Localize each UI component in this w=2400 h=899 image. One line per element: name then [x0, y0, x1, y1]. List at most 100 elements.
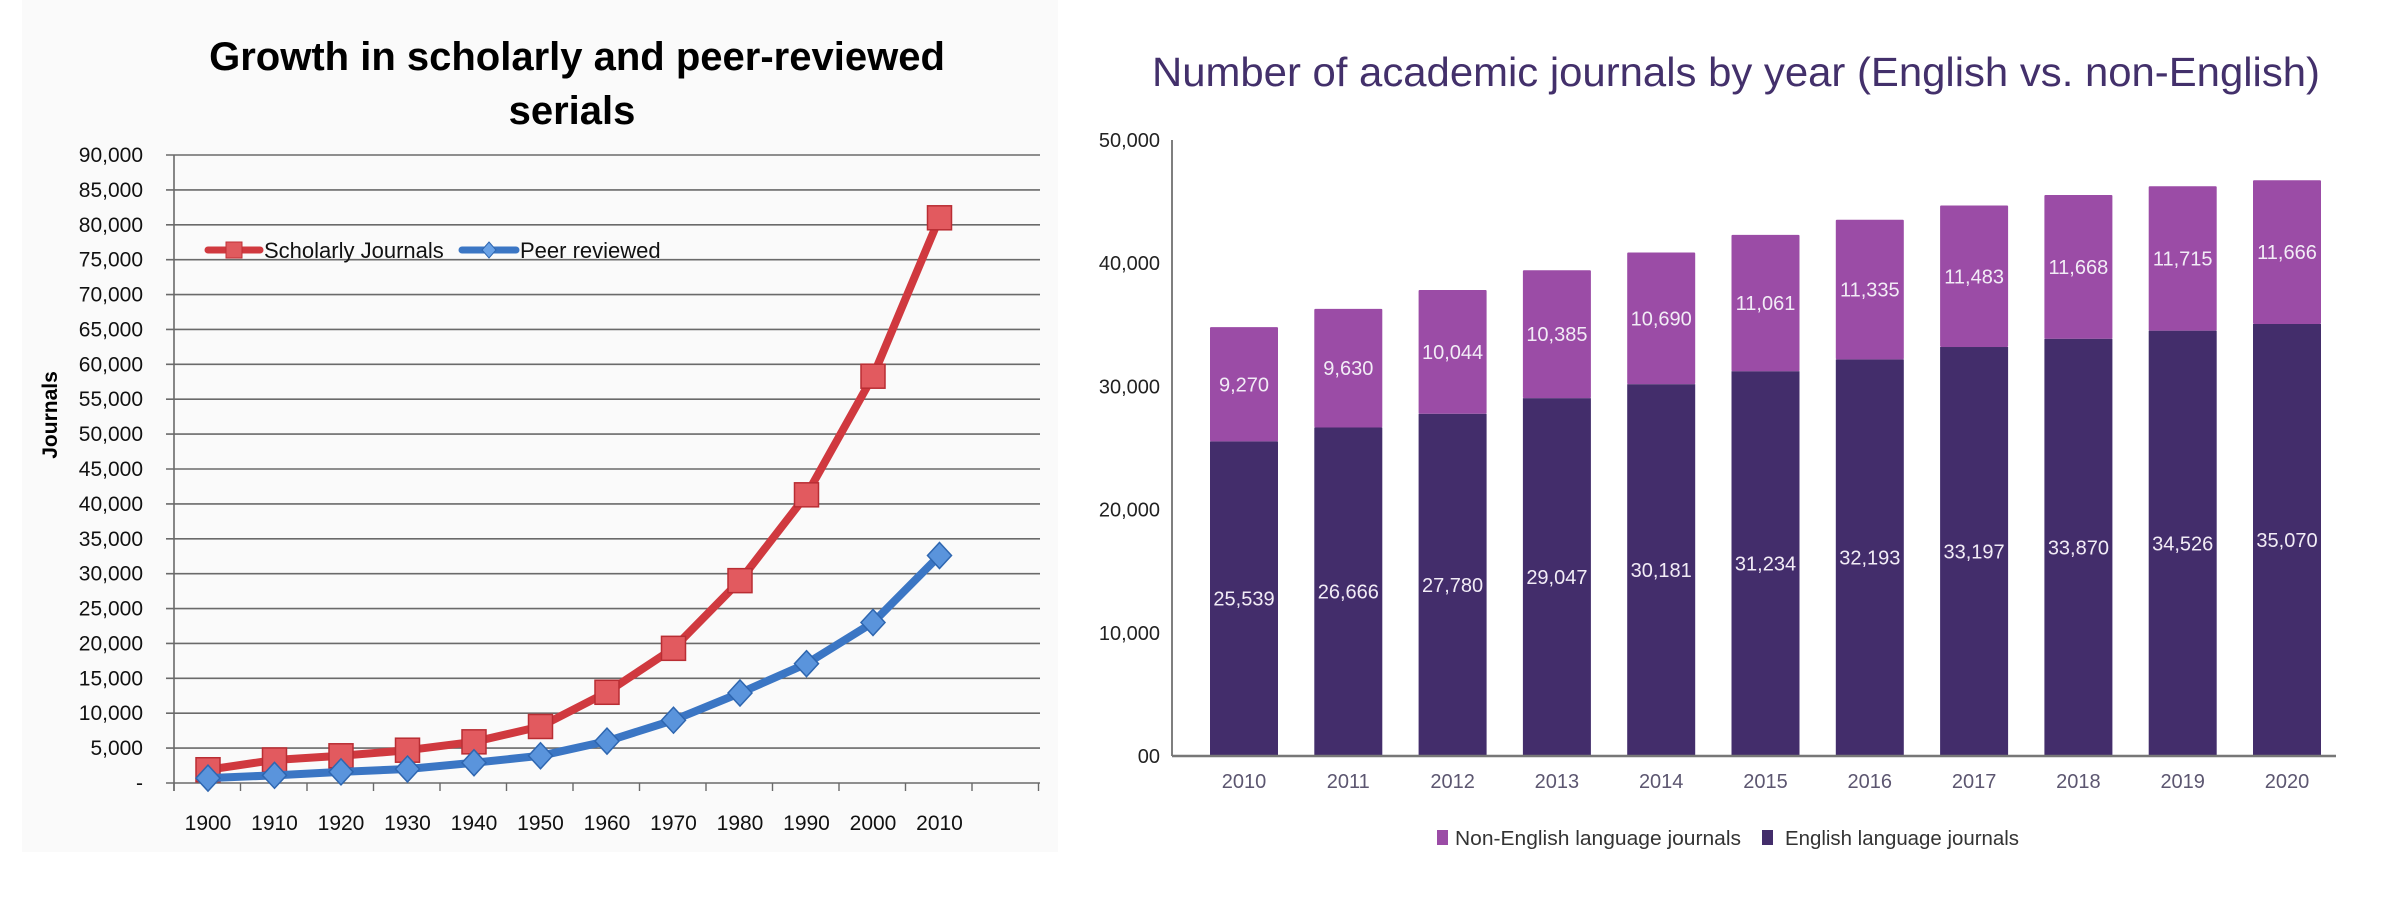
legend-square-marker-icon: [225, 241, 243, 259]
bar-segment-non-english: [1210, 327, 1278, 442]
bar-segment-non-english: [1418, 290, 1487, 414]
y-tick-label: 50,000: [79, 423, 143, 446]
data-point-diamond: [261, 761, 288, 790]
data-point-diamond: [527, 741, 554, 770]
data-label-english: 31,234: [1735, 554, 1796, 576]
bar-segment-english: [2253, 323, 2321, 756]
y-tick-label: 00: [1138, 746, 1160, 768]
y-tick-label: 15,000: [79, 667, 143, 690]
data-point-square: [527, 713, 554, 740]
bar-segment-english: [1731, 371, 1800, 756]
x-tick-label: 2012: [1430, 771, 1475, 793]
legend-label-peer: Peer reviewed: [520, 238, 661, 263]
series-scholarly-journals: [195, 205, 953, 783]
y-tick-label: -: [136, 772, 143, 795]
legend-item-scholarly-journals: Scholarly Journals: [204, 238, 444, 263]
x-tick-label: 1980: [717, 812, 764, 835]
y-tick-label: 25,000: [79, 598, 143, 621]
bar-segment-english: [1314, 427, 1383, 756]
data-label-non-english: 11,061: [1736, 293, 1796, 315]
legend-label-non-english: Non-English language journals: [1455, 828, 1741, 850]
bar-segment-english: [1522, 398, 1591, 756]
bar-segment-english: [1940, 347, 2009, 756]
left-chart-title-line-2: serials: [509, 89, 636, 133]
bar-group-2011: 26,666 9,630: [1314, 308, 1383, 756]
y-tick-label: 20,000: [1099, 500, 1160, 522]
data-label-non-english: 9,270: [1219, 374, 1269, 396]
y-tick-label: 10,000: [1099, 623, 1160, 645]
bar-group-2018: 33,870 11,668: [2044, 194, 2113, 756]
y-tick-label: 55,000: [79, 388, 143, 411]
y-tick-label: 45,000: [79, 458, 143, 481]
data-point-square: [660, 635, 687, 662]
data-label-english: 32,193: [1839, 548, 1900, 570]
x-tick-label: 2010: [1222, 771, 1267, 793]
x-tick-label: 1970: [650, 812, 697, 835]
data-label-english: 29,047: [1526, 567, 1587, 589]
data-label-non-english: 11,715: [2153, 248, 2213, 270]
bar-segment-non-english: [2253, 180, 2321, 324]
bar-group-2016: 32,193 11,335: [1835, 219, 1904, 756]
data-point-diamond: [327, 757, 355, 786]
data-label-english: 35,070: [2256, 530, 2317, 552]
series-line: [204, 213, 944, 774]
y-tick-label: 30,000: [1099, 376, 1160, 398]
data-label-non-english: 11,335: [1840, 280, 1900, 302]
y-tick-label: 40,000: [79, 493, 143, 516]
data-point-diamond: [793, 649, 820, 678]
x-tick-label: 1910: [251, 812, 298, 835]
bar-group-2012: 27,780 10,044: [1418, 290, 1487, 756]
bar-segment-non-english: [1731, 234, 1800, 372]
bar-group-2013: 29,047 10,385: [1522, 270, 1591, 756]
data-point-diamond: [859, 608, 887, 637]
y-tick-label: 5,000: [90, 737, 143, 760]
x-tick-label: 1920: [318, 812, 365, 835]
data-label-english: 27,780: [1422, 575, 1483, 597]
x-tick-label: 2014: [1639, 771, 1684, 793]
x-tick-label: 1900: [185, 812, 232, 835]
bar-segment-non-english: [1940, 205, 2009, 348]
left-chart-title-line-1: Growth in scholarly and peer-reviewed: [209, 35, 945, 79]
data-point-diamond: [593, 727, 621, 756]
data-point-square: [727, 567, 753, 594]
x-tick-label: 1960: [584, 812, 631, 835]
bar-segment-english: [1627, 384, 1696, 756]
legend-item-peer-reviewed: Peer reviewed: [458, 238, 661, 263]
data-point-diamond: [460, 748, 488, 777]
y-tick-label: 60,000: [79, 353, 143, 376]
x-tick-label: 1990: [783, 812, 830, 835]
x-tick-label: 2000: [850, 812, 897, 835]
data-point-diamond: [926, 541, 953, 570]
data-label-non-english: 9,630: [1323, 358, 1373, 380]
legend-diamond-marker-icon: [481, 241, 497, 259]
left-chart-y-axis-label: Journals: [39, 371, 62, 459]
bar-segment-non-english: [1627, 252, 1696, 385]
y-tick-label: 75,000: [79, 249, 143, 272]
data-label-english: 30,181: [1631, 560, 1692, 582]
bar-segment-non-english: [1835, 219, 1904, 360]
data-point-square: [926, 205, 953, 231]
data-point-square: [594, 679, 620, 706]
data-label-english: 26,666: [1318, 582, 1379, 604]
bar-segment-english: [1835, 359, 1904, 756]
series-line: [204, 551, 944, 783]
data-point-square: [860, 363, 886, 389]
bar-group-2015: 31,234 11,061: [1731, 234, 1800, 756]
data-label-non-english: 11,483: [1944, 266, 2004, 288]
legend-label-english: English language journals: [1785, 828, 2019, 850]
x-tick-label: 2020: [2265, 771, 2310, 793]
bar-segment-english: [1418, 413, 1487, 756]
right-chart-legend: Non-English language journals English la…: [1437, 828, 2019, 850]
bar-segment-english: [2044, 338, 2113, 756]
data-label-english: 34,526: [2152, 533, 2213, 555]
bar-group-2014: 30,181 10,690: [1627, 252, 1696, 756]
y-tick-label: 65,000: [79, 318, 143, 341]
y-tick-label: 50,000: [1099, 130, 1160, 152]
scholarly-growth-line-chart: Growth in scholarly and peer-reviewed se…: [39, 35, 1040, 835]
x-tick-label: 2018: [2056, 771, 2101, 793]
data-label-non-english: 10,385: [1526, 324, 1587, 346]
y-tick-label: 20,000: [79, 632, 143, 655]
y-tick-label: 30,000: [79, 563, 143, 586]
y-tick-label: 85,000: [79, 179, 143, 202]
bar-segment-english: [2148, 330, 2217, 756]
